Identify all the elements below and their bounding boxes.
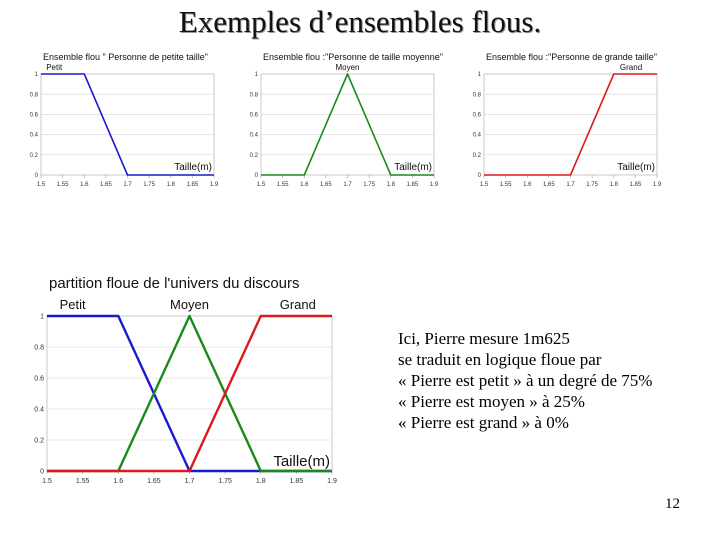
y-tick-label: 0.6 [250,113,259,119]
x-tick-label: 1.65 [147,478,161,485]
x-tick-label: 1.8 [610,182,619,188]
slide-number: 12 [665,496,680,512]
explanation-line: « Pierre est moyen » à 25% [398,392,585,411]
chart-title: Ensemble flou :"Personne de taille moyen… [263,52,443,62]
x-tick-label: 1.5 [37,182,46,188]
explanation-line: « Pierre est petit » à un degré de 75% [398,371,653,390]
y-tick-label: 1 [478,72,482,78]
y-tick-label: 0 [255,173,259,179]
chart-partition-floue: partition floue de l'univers du discours… [34,275,337,485]
x-tick-label: 1.85 [187,182,199,188]
x-tick-label: 1.8 [256,478,266,485]
x-tick-label: 1.8 [387,182,396,188]
x-tick-label: 1.5 [42,478,52,485]
y-tick-label: 0.4 [30,133,39,139]
series-label: Grand [280,297,316,312]
y-tick-label: 0.6 [473,113,482,119]
series-label: Moyen [170,297,209,312]
x-tick-label: 1.55 [76,478,90,485]
x-tick-label: 1.75 [363,182,375,188]
explanation-text: Ici, Pierre mesure 1m625 se traduit en l… [398,328,708,433]
series-label: Petit [60,297,86,312]
x-tick-label: 1.7 [123,182,132,188]
series-label: Petit [46,63,63,72]
x-axis-label: Taille(m) [273,453,330,470]
y-tick-label: 0.2 [250,153,259,159]
x-tick-label: 1.6 [113,478,123,485]
chart-title: Ensemble flou " Personne de petite taill… [43,52,208,62]
plot-frame [483,73,658,176]
explanation-line: se traduit en logique floue par [398,350,602,369]
x-tick-label: 1.9 [653,182,662,188]
x-tick-label: 1.9 [210,182,219,188]
explanation-line: « Pierre est grand » à 0% [398,413,569,432]
y-tick-label: 0.4 [34,406,44,413]
x-tick-label: 1.65 [100,182,112,188]
x-tick-label: 1.85 [407,182,419,188]
y-tick-label: 0 [35,173,39,179]
x-tick-label: 1.75 [218,478,232,485]
chart-title: Ensemble flou :"Personne de grande taill… [486,52,657,62]
y-tick-label: 0.6 [34,375,44,382]
series-label: Grand [620,63,642,72]
x-tick-label: 1.65 [543,182,555,188]
x-tick-label: 1.55 [57,182,69,188]
y-tick-label: 0.4 [473,133,482,139]
x-tick-label: 1.6 [300,182,309,188]
y-tick-label: 0.4 [250,133,259,139]
series-line-grand [484,73,657,176]
y-tick-label: 1 [255,72,259,78]
y-tick-label: 0.2 [34,437,44,444]
x-tick-label: 1.9 [430,182,439,188]
plot-frame [40,73,215,176]
series-label: Moyen [335,63,359,72]
x-tick-label: 1.5 [257,182,266,188]
x-tick-label: 1.85 [630,182,642,188]
y-tick-label: 0.8 [250,92,259,98]
y-tick-label: 1 [35,72,39,78]
x-tick-label: 1.8 [167,182,176,188]
x-tick-label: 1.55 [500,182,512,188]
x-tick-label: 1.9 [327,478,337,485]
x-tick-label: 1.6 [80,182,89,188]
x-tick-label: 1.75 [586,182,598,188]
x-tick-label: 1.7 [566,182,575,188]
y-tick-label: 0.6 [30,113,39,119]
x-tick-label: 1.7 [185,478,195,485]
chart-taille-moyenne: Ensemble flou :"Personne de taille moyen… [250,52,443,188]
chart-grande-taille: Ensemble flou :"Personne de grande taill… [473,52,662,188]
x-axis-label: Taille(m) [174,162,212,173]
slide-title: Exemples d’ensembles flous. [178,4,542,39]
y-tick-label: 0.2 [473,153,482,159]
x-tick-label: 1.7 [343,182,352,188]
x-axis-label: Taille(m) [617,162,655,173]
y-tick-label: 0 [40,468,44,475]
y-tick-label: 0.8 [34,344,44,351]
x-tick-label: 1.55 [277,182,289,188]
x-tick-label: 1.65 [320,182,332,188]
series-line-petit [41,73,214,176]
series-line-moyen [261,73,434,176]
x-tick-label: 1.75 [143,182,155,188]
explanation-line: Ici, Pierre mesure 1m625 [398,329,570,348]
plot-frame [46,315,333,472]
chart-title: partition floue de l'univers du discours [49,275,300,292]
y-tick-label: 0.8 [30,92,39,98]
plot-frame [260,73,435,176]
y-tick-label: 0.8 [473,92,482,98]
y-tick-label: 0.2 [30,153,39,159]
x-tick-label: 1.6 [523,182,532,188]
series-line-grand [47,314,332,473]
x-axis-label: Taille(m) [394,162,432,173]
y-tick-label: 1 [40,313,44,320]
x-tick-label: 1.5 [480,182,489,188]
x-tick-label: 1.85 [290,478,304,485]
y-tick-label: 0 [478,173,482,179]
chart-petite-taille: Ensemble flou " Personne de petite taill… [30,52,219,188]
